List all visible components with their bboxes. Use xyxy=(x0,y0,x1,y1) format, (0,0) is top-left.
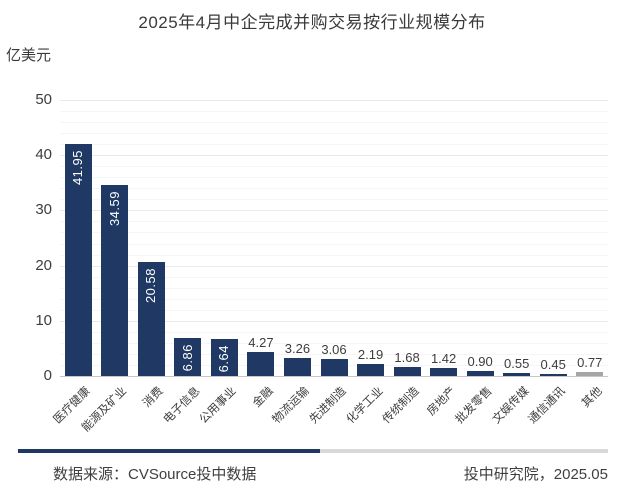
minor-gridline xyxy=(60,166,608,167)
minor-gridline xyxy=(60,232,608,233)
minor-gridline xyxy=(60,288,608,289)
minor-gridline xyxy=(60,299,608,300)
bar xyxy=(466,371,494,376)
bar xyxy=(320,359,348,376)
y-tick-label: 20 xyxy=(35,257,52,274)
value-label: 3.26 xyxy=(284,341,311,356)
minor-gridline xyxy=(60,255,608,256)
bar xyxy=(357,364,385,376)
x-axis-line xyxy=(60,376,608,377)
publisher-date-text: 投中研究院，2025.05 xyxy=(463,466,608,483)
minor-gridline xyxy=(60,122,608,123)
bar xyxy=(503,373,531,376)
x-category-label: 通信通讯 xyxy=(526,385,568,427)
bar xyxy=(576,372,604,376)
value-label: 20.58 xyxy=(143,268,159,304)
value-label: 1.68 xyxy=(394,350,420,365)
x-category-label: 金融 xyxy=(250,385,276,410)
bar xyxy=(430,368,458,376)
bar xyxy=(283,358,311,376)
minor-gridline xyxy=(60,188,608,189)
footer-divider-navy xyxy=(18,449,320,453)
chart-title: 2025年4月中企完成并购交易按行业规模分布 xyxy=(138,13,486,32)
minor-gridline xyxy=(60,277,608,278)
bar xyxy=(539,374,567,376)
x-category-label: 电子信息 xyxy=(161,385,203,427)
y-tick-label: 10 xyxy=(35,312,52,329)
minor-gridline xyxy=(60,111,608,112)
minor-gridline xyxy=(60,221,608,222)
value-label: 0.45 xyxy=(540,357,566,372)
x-category-label: 公用事业 xyxy=(198,385,240,427)
major-gridline xyxy=(60,266,608,267)
y-tick-label: 0 xyxy=(43,367,52,384)
x-category-label: 其他 xyxy=(579,385,605,410)
major-gridline xyxy=(60,210,608,211)
value-label: 0.90 xyxy=(467,354,493,369)
bar xyxy=(210,339,238,376)
major-gridline xyxy=(60,155,608,156)
bar xyxy=(174,338,202,376)
bar xyxy=(64,144,92,376)
y-tick-label: 50 xyxy=(35,91,52,108)
minor-gridline xyxy=(60,310,608,311)
value-label: 4.27 xyxy=(248,335,274,350)
x-category-label: 消费 xyxy=(141,385,166,410)
value-label: 1.42 xyxy=(430,351,457,366)
y-tick-label: 30 xyxy=(35,201,52,218)
x-category-label: 先进制造 xyxy=(307,385,349,427)
value-label: 6.64 xyxy=(216,345,232,373)
bar xyxy=(101,185,129,376)
minor-gridline xyxy=(60,177,608,178)
minor-gridline xyxy=(60,144,608,145)
x-category-label: 文娱传媒 xyxy=(490,385,532,427)
y-tick-label: 40 xyxy=(35,146,52,163)
minor-gridline xyxy=(60,343,608,344)
value-label: 34.59 xyxy=(106,191,122,227)
major-gridline xyxy=(60,100,608,101)
bar xyxy=(137,262,165,376)
value-label: 0.77 xyxy=(577,355,603,370)
bar xyxy=(247,352,275,376)
minor-gridline xyxy=(60,199,608,200)
value-label: 41.95 xyxy=(70,150,86,186)
value-label: 2.19 xyxy=(357,347,384,362)
major-gridline xyxy=(60,321,608,322)
x-category-label: 批发零售 xyxy=(453,385,495,427)
minor-gridline xyxy=(60,332,608,333)
bar xyxy=(393,367,421,376)
data-source-text: 数据来源：CVSource投中数据 xyxy=(53,466,257,483)
footer-divider-gray xyxy=(320,449,608,453)
x-category-label: 化学工业 xyxy=(344,385,386,427)
x-category-label: 传统制造 xyxy=(380,385,422,427)
minor-gridline xyxy=(60,133,608,134)
value-label: 3.06 xyxy=(321,342,347,357)
x-category-label: 物流运输 xyxy=(271,385,313,427)
value-label: 6.86 xyxy=(179,344,195,372)
minor-gridline xyxy=(60,244,608,245)
value-label: 0.55 xyxy=(504,356,530,371)
minor-gridline xyxy=(60,354,608,355)
y-axis-unit-label: 亿美元 xyxy=(6,47,52,64)
